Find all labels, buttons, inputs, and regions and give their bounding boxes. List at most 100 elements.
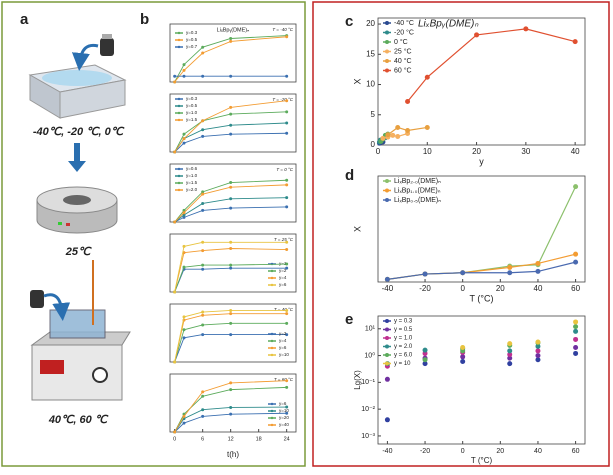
data-point <box>201 192 205 196</box>
data-point <box>201 313 205 317</box>
data-point <box>229 185 233 189</box>
legend-marker <box>177 181 181 185</box>
legend-label: y=1.0 <box>186 173 198 178</box>
data-point <box>201 394 205 398</box>
data-point <box>229 197 233 201</box>
data-point <box>182 414 186 418</box>
y-tick-label: 10⁻³ <box>361 433 375 440</box>
x-tick-label: 60 <box>571 284 580 293</box>
data-point <box>535 260 541 266</box>
data-point <box>182 213 186 217</box>
data-point <box>285 308 289 312</box>
y-tick-label: 10 <box>366 80 375 89</box>
series-line <box>174 197 287 223</box>
y-axis-label: X <box>352 78 362 84</box>
x-tick-label: 20 <box>496 448 504 455</box>
data-point <box>460 359 466 365</box>
data-point <box>182 265 186 269</box>
legend-marker <box>385 188 389 193</box>
data-point <box>535 339 541 345</box>
legend-marker <box>385 327 389 332</box>
data-point <box>384 376 390 382</box>
legend-marker <box>177 38 181 42</box>
data-point <box>173 430 177 434</box>
series-line <box>174 322 287 363</box>
hotplate <box>30 260 131 401</box>
data-point <box>507 341 513 347</box>
data-point <box>535 353 541 359</box>
legend-marker <box>177 31 181 35</box>
panel-label: c <box>345 13 353 30</box>
data-point <box>385 132 391 138</box>
data-point <box>229 74 233 78</box>
data-point <box>182 328 186 332</box>
data-point <box>285 205 289 209</box>
data-point <box>285 131 289 135</box>
legend-marker <box>177 174 181 178</box>
legend-marker <box>270 276 274 280</box>
data-point <box>173 220 177 224</box>
data-point <box>229 132 233 136</box>
caption: 40℃, 60 ℃ <box>48 414 109 426</box>
frame-left <box>1 1 306 467</box>
data-point <box>285 379 289 383</box>
data-point <box>229 112 233 116</box>
data-point <box>285 405 289 409</box>
legend-label: 60 °C <box>394 66 412 74</box>
legend-label: y=2 <box>279 331 287 336</box>
panel-label: b <box>140 11 149 28</box>
plot-frame <box>169 93 297 153</box>
legend-marker <box>270 346 274 350</box>
data-point <box>229 247 233 250</box>
x-axis-label: y <box>479 156 484 166</box>
x-tick-label: 6 <box>201 436 204 442</box>
y-tick-label: 10⁰ <box>364 351 375 359</box>
legend-label: y=6 <box>279 401 287 406</box>
arrow <box>68 161 86 172</box>
legend-marker <box>270 353 274 357</box>
x-tick-label: 20 <box>472 147 481 156</box>
data-point <box>535 343 541 349</box>
x-axis-label: T (°C) <box>470 293 494 303</box>
x-tick-label: 0 <box>376 147 381 156</box>
data-point <box>285 248 289 252</box>
x-tick-label: 60 <box>572 448 580 455</box>
data-point <box>384 276 390 282</box>
legend-marker <box>385 30 389 35</box>
legend-label: y = 2.0 <box>394 344 413 350</box>
data-point <box>573 184 579 190</box>
legend-label: y=20 <box>279 415 289 420</box>
legend-marker <box>385 68 389 73</box>
data-point <box>201 119 205 123</box>
panel-label: e <box>345 311 353 328</box>
data-point <box>380 135 386 141</box>
data-point <box>182 208 186 212</box>
data-point <box>573 324 579 330</box>
data-point <box>395 134 401 140</box>
y-tick-label: 0 <box>371 140 376 149</box>
data-point <box>201 267 205 271</box>
legend-label: y = 10 <box>394 361 411 367</box>
data-point <box>173 74 177 78</box>
x-tick-label: -20 <box>420 448 430 455</box>
data-point <box>201 190 205 194</box>
data-point <box>229 405 233 409</box>
data-point <box>229 240 233 244</box>
data-point <box>229 37 233 40</box>
legend-marker <box>385 179 389 183</box>
data-point <box>405 98 411 104</box>
legend-label: y = 0.5 <box>394 327 413 333</box>
data-point <box>535 348 541 354</box>
x-tick-label: 12 <box>228 436 234 442</box>
data-point <box>229 388 233 392</box>
legend-label: 40 °C <box>394 57 412 65</box>
data-point <box>573 350 579 356</box>
series-line <box>174 267 287 293</box>
data-point <box>229 381 233 385</box>
data-point <box>405 127 411 133</box>
chart-title: T = 60 °C <box>274 377 294 382</box>
data-point <box>182 215 186 219</box>
legend-marker <box>385 353 389 357</box>
legend-marker <box>270 283 274 287</box>
legend-marker <box>385 49 389 54</box>
